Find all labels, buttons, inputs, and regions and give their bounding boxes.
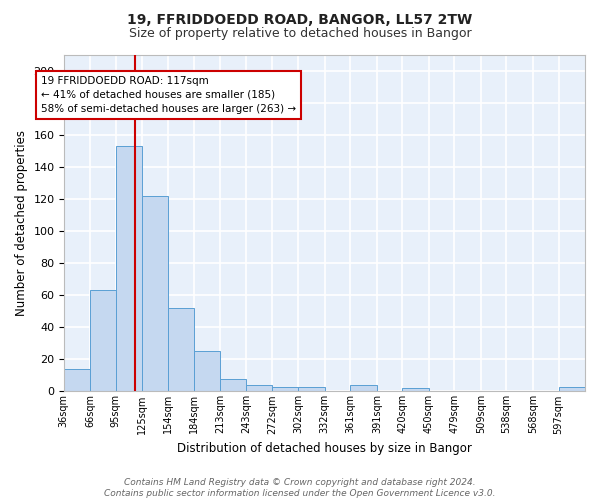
Bar (64, 369, 90, 392)
Bar (350, 385, 377, 392)
Bar (272, 386, 298, 392)
Text: 19 FFRIDDOEDD ROAD: 117sqm
← 41% of detached houses are smaller (185)
58% of sem: 19 FFRIDDOEDD ROAD: 117sqm ← 41% of deta… (41, 76, 296, 114)
Bar (298, 386, 325, 392)
Bar (142, 196, 168, 392)
Y-axis label: Number of detached properties: Number of detached properties (15, 130, 28, 316)
X-axis label: Distribution of detached houses by size in Bangor: Distribution of detached houses by size … (177, 442, 472, 455)
Text: Contains HM Land Registry data © Crown copyright and database right 2024.
Contai: Contains HM Land Registry data © Crown c… (104, 478, 496, 498)
Bar (220, 378, 246, 392)
Text: 19, FFRIDDOEDD ROAD, BANGOR, LL57 2TW: 19, FFRIDDOEDD ROAD, BANGOR, LL57 2TW (127, 12, 473, 26)
Bar (246, 385, 272, 392)
Bar (90, 290, 116, 392)
Bar (116, 146, 142, 392)
Text: Size of property relative to detached houses in Bangor: Size of property relative to detached ho… (128, 28, 472, 40)
Bar (559, 386, 585, 392)
Bar (403, 388, 429, 392)
Bar (168, 308, 194, 392)
Bar (194, 352, 220, 392)
